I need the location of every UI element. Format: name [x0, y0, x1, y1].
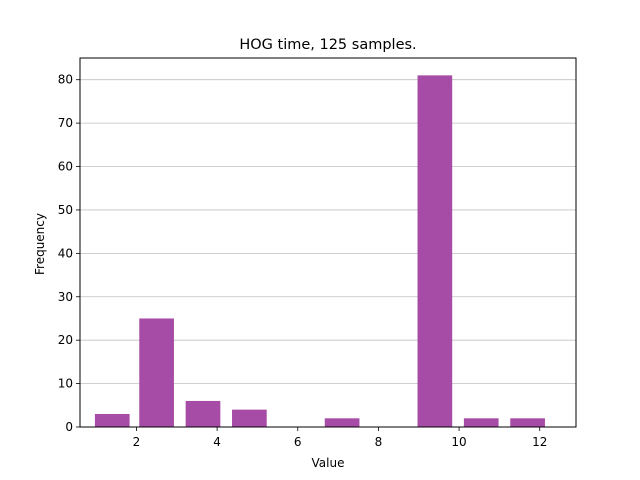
y-axis-ticks: 0 10 20 30 40 50 60 70 80	[58, 73, 80, 434]
bar	[417, 75, 453, 427]
y-tick-label: 10	[58, 377, 73, 391]
bar	[232, 409, 267, 427]
y-tick-label: 20	[58, 333, 73, 347]
y-tick-label: 50	[58, 203, 73, 217]
x-tick-label: 4	[213, 435, 221, 449]
x-axis-label: Value	[312, 456, 345, 470]
x-tick-label: 6	[294, 435, 302, 449]
bar	[94, 413, 130, 427]
y-axis-label: Frequency	[33, 213, 47, 275]
x-tick-label: 12	[532, 435, 547, 449]
y-tick-label: 0	[65, 420, 73, 434]
bar	[139, 318, 174, 427]
x-tick-label: 10	[451, 435, 466, 449]
plot-frame	[79, 57, 577, 428]
bar	[463, 418, 499, 427]
y-tick-label: 40	[58, 246, 73, 260]
x-tick-label: 2	[133, 435, 141, 449]
x-tick-label: 8	[375, 435, 383, 449]
chart-title: HOG time, 125 samples.	[239, 37, 416, 53]
bars-group	[94, 75, 545, 427]
grid-lines	[80, 79, 576, 384]
bar	[324, 418, 360, 427]
x-axis-ticks: 2 4 6 8 10 12	[133, 427, 547, 449]
y-tick-label: 30	[58, 290, 73, 304]
y-tick-label: 80	[58, 73, 73, 87]
bar	[185, 400, 221, 427]
bar	[510, 418, 545, 427]
y-tick-label: 60	[58, 160, 73, 174]
y-tick-label: 70	[58, 116, 73, 130]
